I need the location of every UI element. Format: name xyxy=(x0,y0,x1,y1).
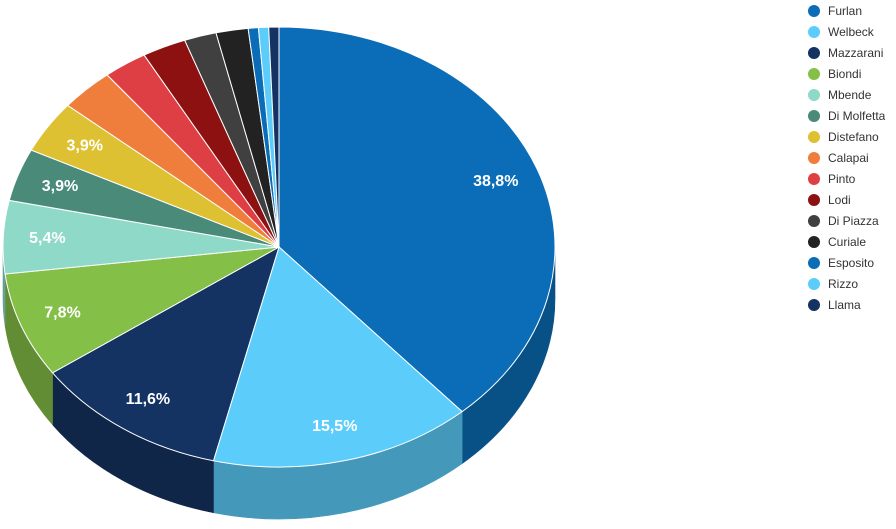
pie-slice-furlan[interactable] xyxy=(278,26,556,413)
legend-label: Llama xyxy=(828,297,861,312)
legend-item-mazzarani[interactable]: Mazzarani xyxy=(808,42,896,63)
legend-dot-icon xyxy=(808,256,820,269)
legend-label: Pinto xyxy=(828,171,856,186)
legend-item-calapai[interactable]: Calapai xyxy=(808,147,896,168)
legend-item-rizzo[interactable]: Rizzo xyxy=(808,273,896,294)
legend-label: Biondi xyxy=(828,66,862,81)
legend-dot-icon xyxy=(808,151,820,164)
pie-slice-labels: 38,8% 15,5% 11,6% 7,8% 5,4% 3,9% 3,9% xyxy=(29,138,518,435)
legend-label: Calapai xyxy=(828,150,869,165)
pie-label-furlan: 38,8% xyxy=(473,173,518,190)
legend-label: Mazzarani xyxy=(828,45,884,60)
pie-slice-welbeck[interactable] xyxy=(212,246,463,468)
legend-item-mbende[interactable]: Mbende xyxy=(808,84,896,105)
pie-label-biondi: 7,8% xyxy=(44,305,80,322)
legend-dot-icon xyxy=(808,172,820,185)
legend-dot-icon xyxy=(808,214,820,227)
legend-item-esposito[interactable]: Esposito xyxy=(808,252,896,273)
legend-item-furlan[interactable]: Furlan xyxy=(808,0,896,21)
pie-label-di-molfetta: 3,9% xyxy=(42,178,78,195)
legend-dot-icon xyxy=(808,109,820,122)
legend-label: Di Piazza xyxy=(828,213,879,228)
legend-item-di-molfetta[interactable]: Di Molfetta xyxy=(808,105,896,126)
pie-label-welbeck: 15,5% xyxy=(312,418,357,435)
legend-item-llama[interactable]: Llama xyxy=(808,294,896,315)
legend-label: Rizzo xyxy=(828,276,859,291)
chart-legend: Furlan Welbeck Mazzarani Biondi Mbende Di Mol… xyxy=(808,0,896,315)
legend-dot-icon xyxy=(808,67,820,80)
pie-slice-mazzarani[interactable] xyxy=(51,245,280,462)
legend-dot-icon xyxy=(808,130,820,143)
legend-label: Lodi xyxy=(828,192,851,207)
legend-dot-icon xyxy=(808,235,820,248)
legend-label: Welbeck xyxy=(828,24,874,39)
legend-item-lodi[interactable]: Lodi xyxy=(808,189,896,210)
legend-label: Mbende xyxy=(828,87,872,102)
legend-item-curiale[interactable]: Curiale xyxy=(808,231,896,252)
legend-item-biondi[interactable]: Biondi xyxy=(808,63,896,84)
legend-item-pinto[interactable]: Pinto xyxy=(808,168,896,189)
legend-dot-icon xyxy=(808,88,820,101)
pie-slice-tops xyxy=(2,26,556,468)
legend-label: Furlan xyxy=(828,3,863,18)
legend-item-distefano[interactable]: Distefano xyxy=(808,126,896,147)
legend-item-di-piazza[interactable]: Di Piazza xyxy=(808,210,896,231)
legend-dot-icon xyxy=(808,277,820,290)
legend-dot-icon xyxy=(808,25,820,38)
legend-dot-icon xyxy=(808,193,820,206)
pie-slice-biondi[interactable] xyxy=(4,246,280,374)
pie-label-mazzarani: 11,6% xyxy=(126,391,170,408)
legend-dot-icon xyxy=(808,298,820,311)
legend-item-welbeck[interactable]: Welbeck xyxy=(808,21,896,42)
legend-dot-icon xyxy=(808,46,820,59)
pie-label-distefano: 3,9% xyxy=(67,138,103,155)
legend-label: Curiale xyxy=(828,234,867,249)
pie-slice-llama[interactable] xyxy=(268,26,280,248)
pie-label-mbende: 5,4% xyxy=(29,230,65,247)
legend-label: Distefano xyxy=(828,129,879,144)
pie-slice-sides xyxy=(2,246,556,520)
legend-label: Esposito xyxy=(828,255,875,270)
legend-label: Di Molfetta xyxy=(828,108,886,123)
legend-dot-icon xyxy=(808,4,820,17)
